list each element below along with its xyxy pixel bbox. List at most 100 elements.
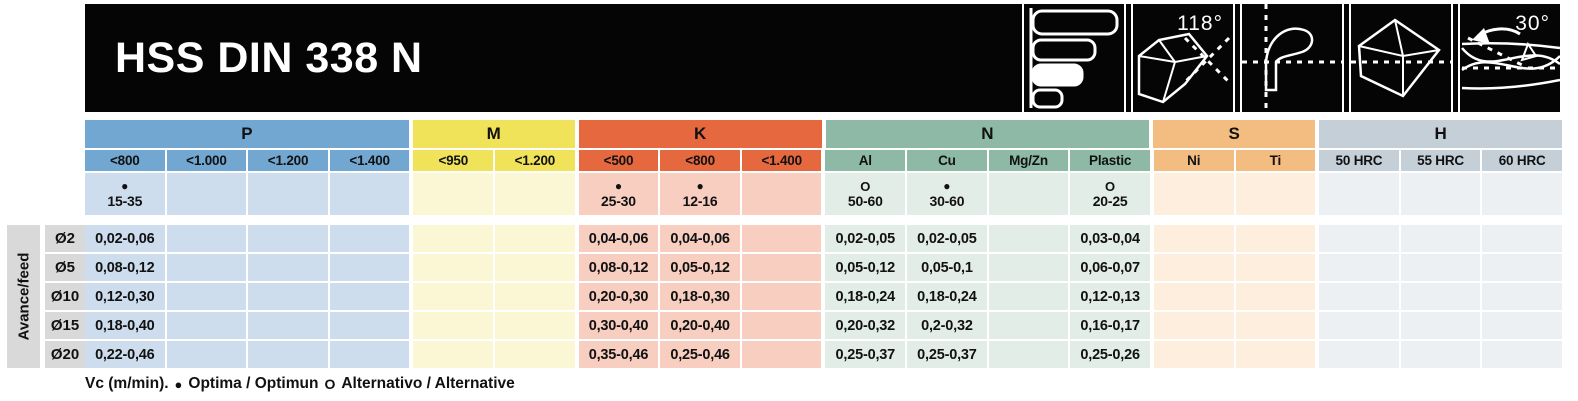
group-header-M: M <box>412 120 575 148</box>
feed-cell-Ø5-N-2 <box>988 254 1069 281</box>
feed-cell-Ø5-P-2 <box>248 254 328 281</box>
feed-cell-Ø15-N-2 <box>988 312 1069 339</box>
vc-cell-M-1 <box>495 173 575 215</box>
vc-cell-H-2 <box>1482 173 1562 215</box>
feed-cell-Ø15-P-0: 0,18-0,40 <box>85 312 165 339</box>
alternative-symbol: O <box>324 376 336 392</box>
feed-cell-Ø10-N-3: 0,12-0,13 <box>1070 283 1150 310</box>
title-banner: HSS DIN 338 N 118° <box>85 4 1562 112</box>
feed-cell-Ø2-S-0 <box>1153 225 1234 252</box>
col-header-N-2: Mg/Zn <box>988 150 1069 171</box>
vc-value: 50-60 <box>847 192 883 209</box>
feed-cell-Ø10-P-1 <box>166 283 247 310</box>
feed-cell-Ø20-P-3 <box>329 341 410 368</box>
vc-cell-H-0 <box>1319 173 1399 215</box>
banner-icon-strip: 118° <box>1022 4 1562 112</box>
cutting-speed-row: ● 15-35 ● 25-30 ● 12-16 O 50-60 ● 30-60 O 20-25 <box>7 173 1562 215</box>
feed-cell-Ø2-K-2 <box>741 225 822 252</box>
point-angle-label: 118° <box>1177 12 1223 35</box>
feed-cell-Ø2-P-3 <box>329 225 410 252</box>
feed-cell-Ø20-P-2 <box>248 341 328 368</box>
col-header-S-1: Ti <box>1235 150 1316 171</box>
feed-cell-Ø2-M-0 <box>413 225 494 252</box>
feed-cell-Ø5-P-0: 0,08-0,12 <box>85 254 165 281</box>
vc-cell-S-1 <box>1235 173 1316 215</box>
feed-cell-Ø15-N-1: 0,2-0,32 <box>907 312 987 339</box>
vc-value: 15-35 <box>107 192 143 209</box>
feed-cell-Ø10-K-2 <box>741 283 822 310</box>
helix-angle-icon: 30° <box>1458 4 1562 112</box>
col-header-K-1: <800 <box>660 150 740 171</box>
feed-cell-Ø2-N-2 <box>988 225 1069 252</box>
feed-row-Ø10: Ø10 0,12-0,30 0,20-0,30 0,18-0,30 0,18-0,24 0… <box>7 283 1562 310</box>
vc-cell-N-3: O 20-25 <box>1070 173 1150 215</box>
diameter-label: Ø20 <box>45 341 85 368</box>
feed-cell-Ø20-P-1 <box>166 341 247 368</box>
diameter-label: Ø5 <box>45 254 85 281</box>
vc-cell-P-1 <box>166 173 247 215</box>
feed-cell-Ø5-N-1: 0,05-0,1 <box>907 254 987 281</box>
feed-cell-Ø20-M-1 <box>495 341 575 368</box>
feed-cell-Ø10-N-1: 0,18-0,24 <box>907 283 987 310</box>
feed-cell-Ø10-K-1: 0,18-0,30 <box>660 283 740 310</box>
feed-cell-Ø2-N-3: 0,03-0,04 <box>1070 225 1150 252</box>
feed-cell-Ø15-H-2 <box>1482 312 1562 339</box>
feed-cell-Ø2-H-1 <box>1400 225 1481 252</box>
legend: Vc (m/min). ● Optima / Optimun O Alterna… <box>85 375 1562 393</box>
feed-cell-Ø15-K-0: 0,30-0,40 <box>578 312 659 339</box>
feed-cell-Ø15-S-0 <box>1153 312 1234 339</box>
feed-cell-Ø10-S-1 <box>1235 283 1316 310</box>
alternative-label: Alternativo / Alternative <box>341 375 515 392</box>
group-header-P: P <box>85 120 409 148</box>
feed-cell-Ø5-H-2 <box>1482 254 1562 281</box>
group-header-N: N <box>825 120 1150 148</box>
feed-row-Ø15: Ø15 0,18-0,40 0,30-0,40 0,20-0,40 0,20-0,32 0… <box>7 312 1562 339</box>
feed-cell-Ø10-N-0: 0,18-0,24 <box>825 283 906 310</box>
feed-cell-Ø20-H-1 <box>1400 341 1481 368</box>
feed-row-Ø2: Ø2 0,02-0,06 0,04-0,06 0,04-0,06 0,02-0,05 0,… <box>7 225 1562 252</box>
feed-row-Ø5: Ø5 0,08-0,12 0,08-0,12 0,05-0,12 0,05-0,12 0,… <box>7 254 1562 281</box>
vc-cell-P-0: ● 15-35 <box>85 173 165 215</box>
feed-cell-Ø20-S-0 <box>1153 341 1234 368</box>
feed-cell-Ø5-N-3: 0,06-0,07 <box>1070 254 1150 281</box>
optima-symbol: ● <box>614 178 623 193</box>
feed-row-Ø20: Ø20 0,22-0,46 0,35-0,46 0,25-0,46 0,25-0,37 0… <box>7 341 1562 368</box>
vc-cell-K-2 <box>741 173 822 215</box>
diameter-label: Ø10 <box>45 283 85 310</box>
optima-symbol: ● <box>943 178 951 193</box>
point-angle-icon: 118° <box>1131 4 1235 112</box>
feed-cell-Ø2-K-1: 0,04-0,06 <box>660 225 740 252</box>
col-header-H-2: 60 HRC <box>1482 150 1562 171</box>
feed-cell-Ø10-P-3 <box>329 283 410 310</box>
group-header-S: S <box>1153 120 1316 148</box>
feed-cell-Ø15-S-1 <box>1235 312 1316 339</box>
optima-symbol: ● <box>174 376 183 392</box>
feed-cell-Ø15-P-3 <box>329 312 410 339</box>
feed-cell-Ø10-M-1 <box>495 283 575 310</box>
feed-data-section: Avance/feed Ø2 0,02-0,06 0,04-0,06 0,04-0,0… <box>7 225 1562 368</box>
col-header-K-0: <500 <box>578 150 659 171</box>
vc-cell-P-3 <box>329 173 410 215</box>
feed-cell-Ø10-K-0: 0,20-0,30 <box>578 283 659 310</box>
vc-cell-H-1 <box>1400 173 1481 215</box>
feed-cell-Ø15-K-1: 0,20-0,40 <box>660 312 740 339</box>
feed-cell-Ø5-P-1 <box>166 254 247 281</box>
feed-cell-Ø5-S-1 <box>1235 254 1316 281</box>
col-header-P-2: <1.200 <box>248 150 328 171</box>
feed-cell-Ø20-N-0: 0,25-0,37 <box>825 341 906 368</box>
col-header-N-3: Plastic <box>1070 150 1150 171</box>
feed-cell-Ø2-N-1: 0,02-0,05 <box>907 225 987 252</box>
alternative-symbol: O <box>1105 178 1116 194</box>
feed-cell-Ø20-H-0 <box>1319 341 1399 368</box>
feed-cell-Ø20-N-1: 0,25-0,37 <box>907 341 987 368</box>
feed-cell-Ø15-N-3: 0,16-0,17 <box>1070 312 1150 339</box>
optima-symbol: ● <box>121 178 129 193</box>
feed-cell-Ø5-H-1 <box>1400 254 1481 281</box>
col-header-S-0: Ni <box>1153 150 1234 171</box>
feed-cell-Ø20-M-0 <box>413 341 494 368</box>
vc-cell-M-0 <box>413 173 494 215</box>
feed-cell-Ø10-P-0: 0,12-0,30 <box>85 283 165 310</box>
feed-cell-Ø10-P-2 <box>248 283 328 310</box>
feed-cell-Ø15-H-0 <box>1319 312 1399 339</box>
